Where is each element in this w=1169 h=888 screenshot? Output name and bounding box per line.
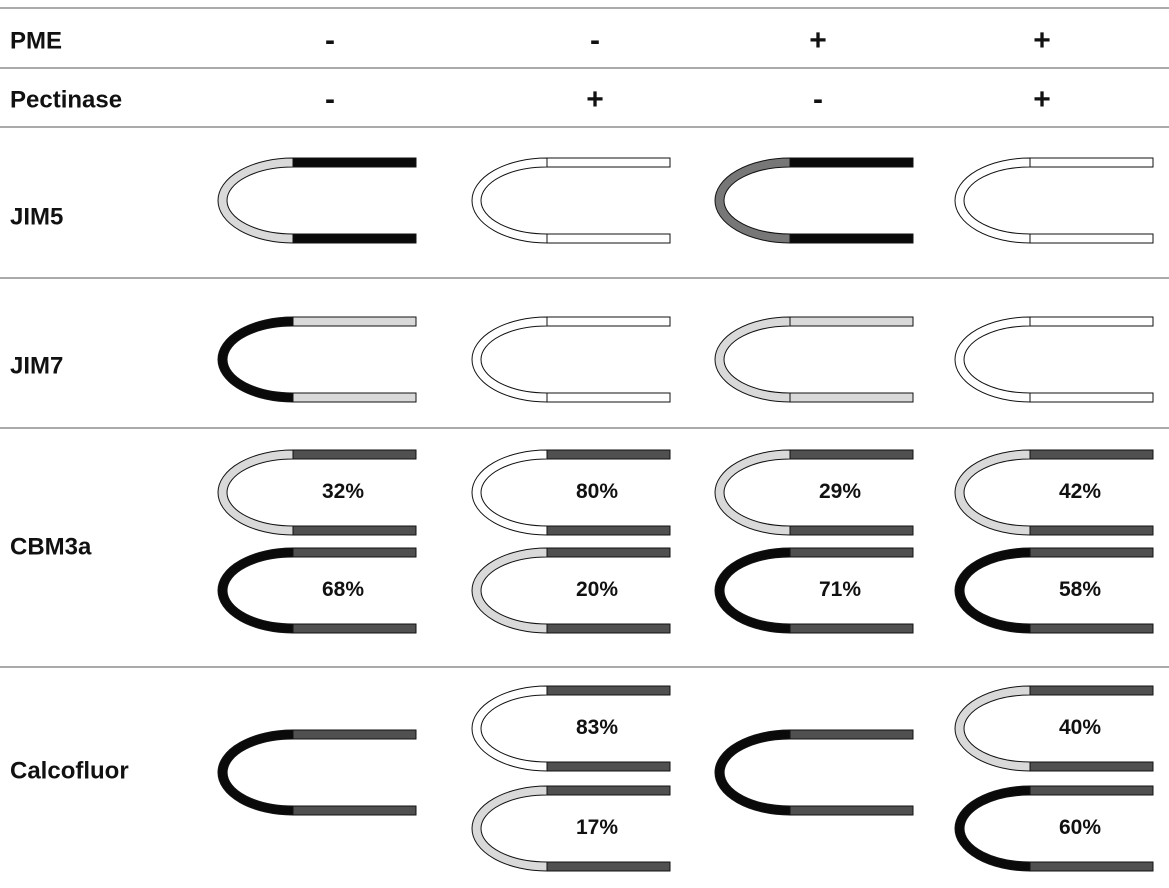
u-arc [472,686,547,771]
sign: - [590,24,600,57]
u-bar [293,548,416,557]
u-arc [472,450,547,535]
u-arc [955,158,1030,243]
u-bar [790,624,913,633]
u-bar [547,158,670,167]
u-bar [293,450,416,459]
u-bar [547,548,670,557]
u-bar [1030,317,1153,326]
u-arc [955,450,1030,535]
sign: - [325,24,335,57]
u-arc [955,786,1030,871]
percentage: 20% [576,578,618,601]
row-label: CBM3a [10,533,92,560]
row-label: Calcofluor [10,757,129,784]
sign: + [1033,24,1051,57]
percentage: 58% [1059,578,1101,601]
u-arc [955,548,1030,633]
percentage: 29% [819,480,861,503]
u-bar [547,686,670,695]
u-bar [790,450,913,459]
u-bar [547,317,670,326]
percentage: 68% [322,578,364,601]
sign: + [1033,83,1051,116]
u-arc [472,317,547,402]
u-bar [790,806,913,815]
u-bar [293,730,416,739]
percentage: 17% [576,816,618,839]
u-bar [547,234,670,243]
u-arc [715,730,790,815]
u-bar [1030,526,1153,535]
u-arc [955,686,1030,771]
percentage: 60% [1059,816,1101,839]
u-arc [218,317,293,402]
u-bar [293,393,416,402]
sign: - [325,83,335,116]
u-arc [472,158,547,243]
u-bar [547,393,670,402]
u-bar [790,548,913,557]
percentage: 83% [576,716,618,739]
u-bar [547,624,670,633]
u-arc [218,158,293,243]
u-bar [1030,686,1153,695]
u-bar [293,158,416,167]
percentage: 80% [576,480,618,503]
u-arc [218,450,293,535]
u-bar [1030,624,1153,633]
u-bar [547,862,670,871]
u-arc [715,158,790,243]
sign: - [813,83,823,116]
u-bar [547,786,670,795]
u-arc [218,730,293,815]
sign: + [809,24,827,57]
u-bar [1030,786,1153,795]
u-bar [547,450,670,459]
u-bar [1030,158,1153,167]
row-label: JIM5 [10,203,63,230]
u-bar [1030,548,1153,557]
header-label: Pectinase [10,86,122,113]
u-bar [790,158,913,167]
u-bar [293,526,416,535]
u-bar [1030,234,1153,243]
percentage: 71% [819,578,861,601]
percentage: 40% [1059,716,1101,739]
u-bar [293,806,416,815]
diagram: PME - - + + Pectinase - + - + JIM5 JIM7 CBM3a Calcofl… [0,0,1169,888]
u-bar [293,624,416,633]
u-bar [293,317,416,326]
header-label: PME [10,27,62,54]
u-bar [1030,393,1153,402]
u-arc [218,548,293,633]
u-arc [715,317,790,402]
u-bar [790,730,913,739]
percentage: 32% [322,480,364,503]
sign: + [586,83,604,116]
u-arc [472,548,547,633]
u-bar [1030,450,1153,459]
u-bar [1030,862,1153,871]
u-bar [790,393,913,402]
u-bar [547,762,670,771]
u-arc [715,548,790,633]
u-bar [547,526,670,535]
u-bar [1030,762,1153,771]
percentage: 42% [1059,480,1101,503]
u-arc [715,450,790,535]
u-bar [790,234,913,243]
u-bar [790,317,913,326]
u-bar [790,526,913,535]
row-label: JIM7 [10,352,63,379]
u-arc [955,317,1030,402]
u-arc [472,786,547,871]
u-bar [293,234,416,243]
